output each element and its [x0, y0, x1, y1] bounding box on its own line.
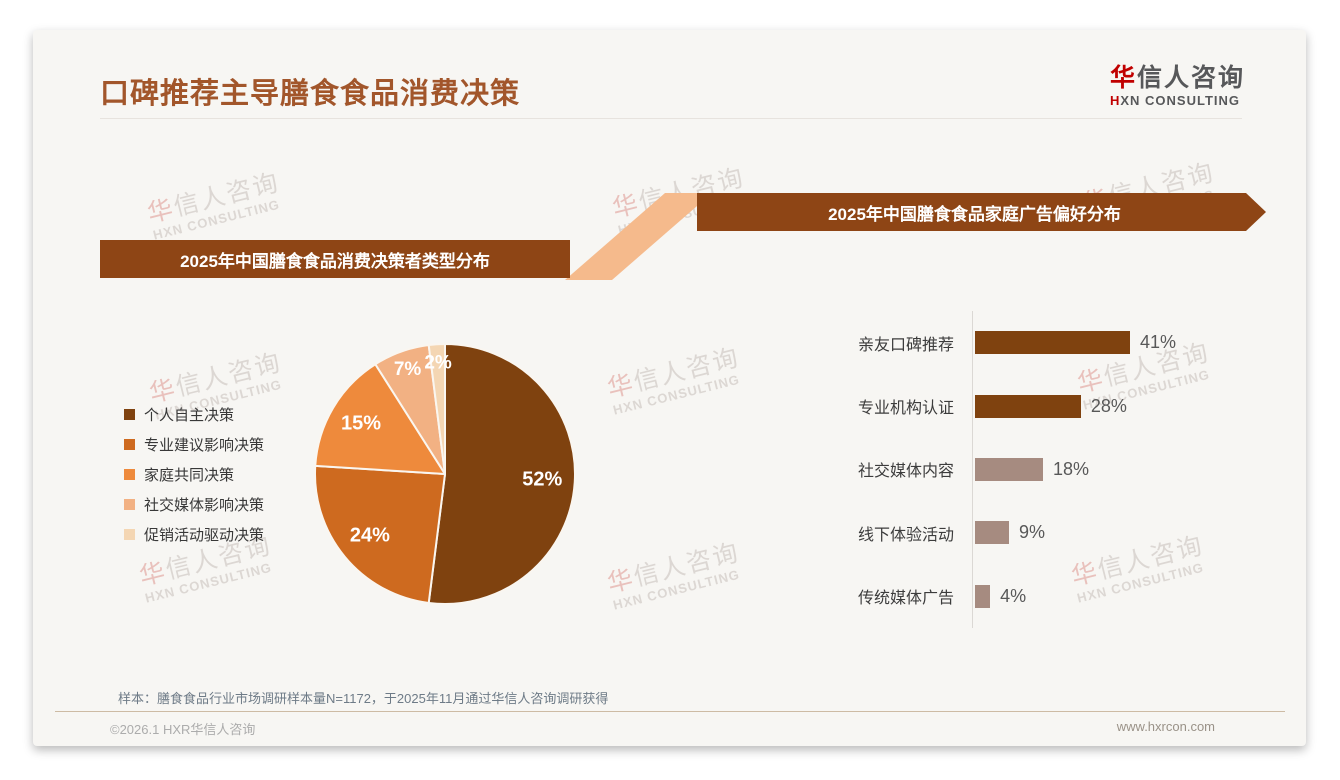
legend-label: 个人自主决策	[144, 406, 235, 424]
pie-value-label: 7%	[394, 359, 422, 380]
pie-slice	[314, 363, 446, 475]
pie-value-label: 15%	[341, 413, 381, 435]
bar-category-label: 社交媒体内容	[857, 463, 954, 481]
pie-slice	[427, 343, 576, 605]
bar	[975, 584, 991, 608]
legend-label: 社交媒体影响决策	[144, 496, 265, 514]
bar-row: 线下体验活动 9%	[840, 501, 1280, 564]
bar-category-label: 线下体验活动	[857, 526, 954, 544]
legend-item: 个人自主决策	[124, 399, 264, 429]
logo-brand-rest: 信人咨询	[1136, 64, 1245, 92]
bar-row: 专业机构认证 28%	[840, 374, 1280, 437]
pie-slice	[427, 343, 446, 475]
legend-swatch	[124, 408, 135, 420]
logo-subtitle: HXN CONSULTING	[1109, 92, 1245, 109]
bar-value-label: 18%	[1053, 458, 1090, 479]
legend-label: 家庭共同决策	[144, 466, 235, 484]
bar-chart-axis-line	[972, 311, 973, 628]
sample-footnote: 样本：膳食食品行业市场调研样本量N=1172，于2025年11月通过华信人咨询调…	[118, 691, 609, 706]
legend-item: 促销活动驱动决策	[124, 519, 264, 549]
bar	[975, 394, 1081, 418]
bar-row: 社交媒体内容 18%	[840, 438, 1280, 501]
pie-value-label: 24%	[350, 524, 390, 546]
legend-item: 专业建议影响决策	[124, 429, 264, 459]
pie-value-label: 52%	[522, 468, 562, 490]
bar-category-label: 专业机构认证	[857, 400, 954, 418]
logo-subtitle-rest: XN CONSULTING	[1120, 92, 1241, 108]
bar-chart: 亲友口碑推荐 41% 专业机构认证 28% 社交媒体内容 18% 线下体验活动 9% 传统媒体广…	[840, 311, 1280, 628]
bar	[975, 331, 1130, 355]
logo-brand-text: 华信人咨询	[1110, 64, 1245, 93]
legend-swatch	[124, 498, 135, 510]
legend-label: 专业建议影响决策	[144, 436, 265, 454]
pie-chart-title-banner: 2025年中国膳食食品消费决策者类型分布	[100, 240, 570, 278]
legend-swatch	[124, 468, 135, 480]
legend-item: 社交媒体影响决策	[124, 489, 264, 519]
bar-row: 亲友口碑推荐 41%	[840, 311, 1280, 374]
bar-category-label: 亲友口碑推荐	[857, 336, 954, 354]
legend-label: 促销活动驱动决策	[144, 526, 265, 544]
legend-swatch	[124, 438, 135, 450]
bar-chart-title: 2025年中国膳食食品家庭广告偏好分布	[828, 204, 1121, 224]
footer-divider	[55, 711, 1285, 712]
legend-item: 家庭共同决策	[124, 459, 264, 489]
bar	[975, 521, 1010, 545]
page-title: 口碑推荐主导膳食食品消费决策	[100, 78, 521, 110]
pie-chart: 52% 24% 15% 7% 2%	[314, 343, 576, 605]
logo-subtitle-first-char: H	[1109, 92, 1121, 108]
bar-value-label: 28%	[1090, 395, 1127, 416]
bar-row: 传统媒体广告 4%	[840, 565, 1280, 628]
title-divider	[100, 118, 1242, 119]
bar-chart-title-banner: 2025年中国膳食食品家庭广告偏好分布	[697, 193, 1266, 231]
bar-value-label: 4%	[1000, 585, 1027, 606]
company-logo: 华信人咨询 HXN CONSULTING	[1110, 64, 1245, 109]
bar-value-label: 9%	[1019, 522, 1046, 543]
pie-chart-title: 2025年中国膳食食品消费决策者类型分布	[180, 251, 490, 271]
website-url: www.hxrcon.com	[1116, 719, 1215, 734]
bar-category-label: 传统媒体广告	[857, 590, 954, 608]
logo-brand-first-char: 华	[1109, 64, 1137, 92]
bar-value-label: 41%	[1139, 332, 1176, 353]
bar	[975, 457, 1044, 481]
pie-value-label: 2%	[424, 353, 452, 374]
pie-slice	[314, 464, 446, 604]
legend-swatch	[124, 528, 135, 540]
banner-connector-ribbon	[565, 193, 712, 280]
copyright-text: ©2026.1 HXR华信人咨询	[110, 722, 256, 737]
pie-legend: 个人自主决策专业建议影响决策 家庭共同决策社交媒体影响决策 促销活动驱动决策	[124, 399, 264, 549]
